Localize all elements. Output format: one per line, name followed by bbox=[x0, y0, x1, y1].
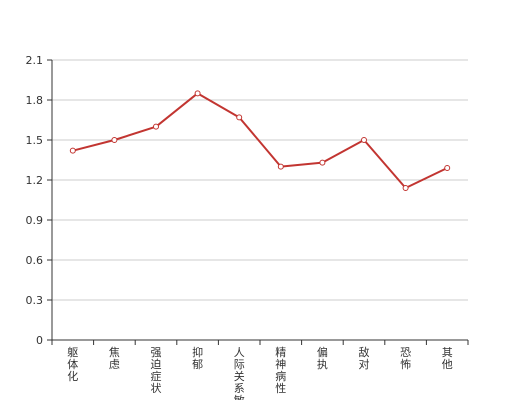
data-point bbox=[444, 165, 451, 171]
x-tick-label: 精神病性 bbox=[275, 346, 286, 395]
y-tick-label: 2.1 bbox=[26, 54, 44, 67]
x-tick-label: 强迫症状 bbox=[151, 346, 162, 395]
data-point bbox=[361, 137, 367, 143]
y-tick-label: 1.2 bbox=[26, 174, 44, 187]
x-tick-label: 躯体化 bbox=[67, 346, 78, 383]
data-point bbox=[194, 90, 201, 97]
x-tick-label: 焦虑 bbox=[109, 346, 120, 371]
data-point bbox=[111, 137, 118, 143]
data-point bbox=[236, 114, 243, 121]
data-points bbox=[69, 90, 451, 191]
y-tick-label: 0 bbox=[36, 334, 43, 347]
y-tick-label: 1.5 bbox=[26, 134, 44, 147]
y-tick-label: 0.6 bbox=[26, 254, 44, 267]
x-tick-label: 偏执 bbox=[317, 345, 328, 371]
series-line bbox=[72, 92, 448, 189]
grid-lines bbox=[52, 59, 468, 301]
data-point bbox=[402, 185, 409, 191]
y-tick-label: 1.8 bbox=[26, 94, 44, 107]
y-tick-label: 0.3 bbox=[26, 294, 44, 307]
series-line-group bbox=[72, 92, 448, 189]
x-tick-label: 恐怖 bbox=[400, 346, 411, 371]
x-tick-label: 其他 bbox=[442, 346, 453, 371]
data-point bbox=[319, 159, 326, 166]
data-point bbox=[69, 147, 76, 154]
x-tick-label: 抑郁 bbox=[192, 345, 203, 371]
data-point bbox=[277, 163, 284, 170]
x-tick-label: 人际关系敏感 bbox=[234, 346, 245, 400]
data-point bbox=[153, 123, 159, 130]
axes bbox=[47, 59, 469, 345]
x-tick-label: 敌对 bbox=[359, 345, 370, 371]
y-tick-label: 0.9 bbox=[26, 214, 44, 227]
tick-labels: 0 0.3 0.6 0.9 1.2 1.5 1.8 2.1 躯体化 焦虑 强迫症状 抑郁 人际关系敏感 精… bbox=[26, 54, 453, 400]
